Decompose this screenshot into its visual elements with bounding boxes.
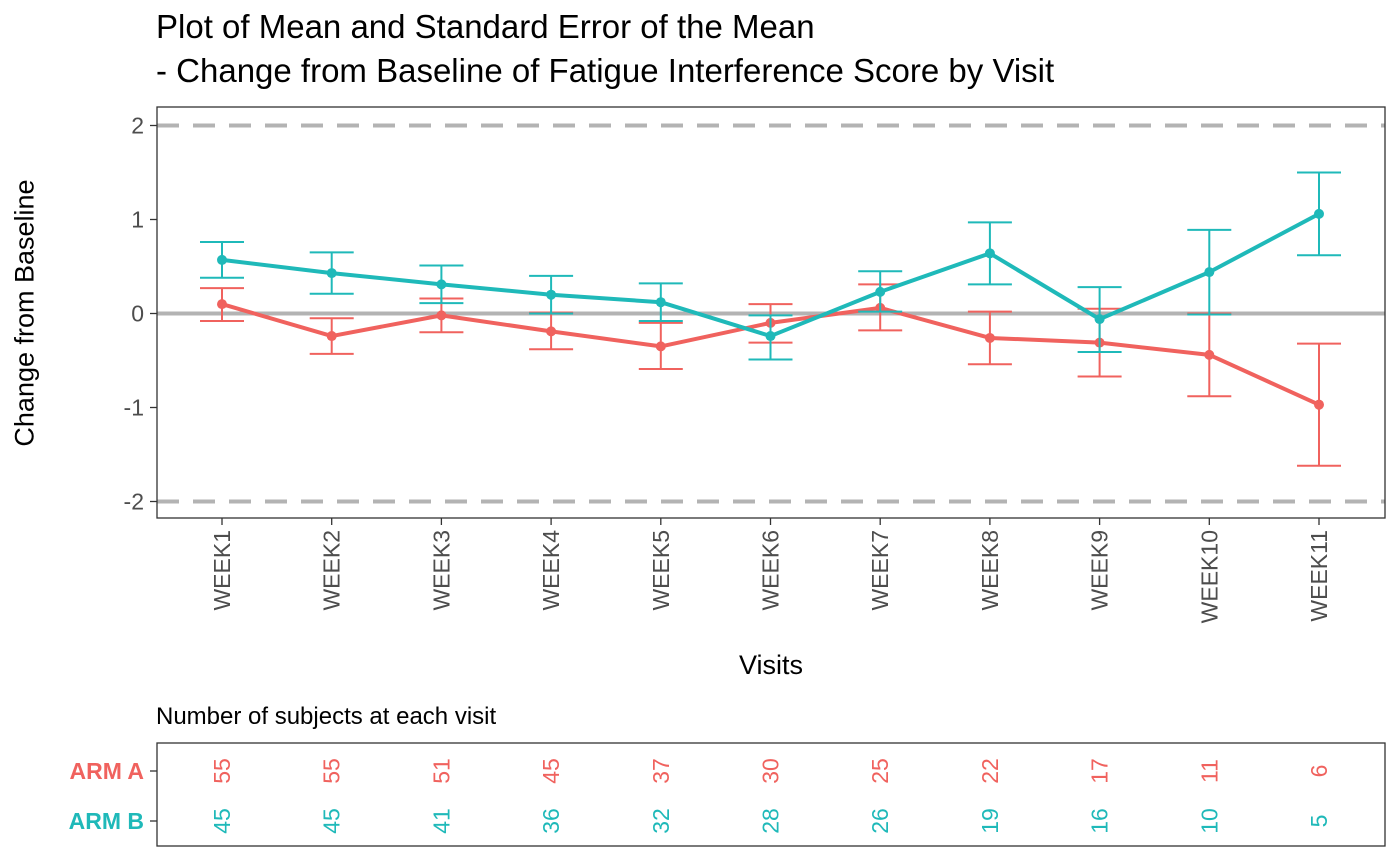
data-point [1314, 208, 1324, 219]
data-point [655, 297, 666, 308]
y-tick-label: 0 [131, 301, 144, 327]
risk-table-count: 16 [1087, 808, 1113, 834]
risk-table-count: 6 [1306, 765, 1332, 778]
x-tick-label: WEEK8 [977, 530, 1003, 611]
risk-table-count: 26 [867, 808, 893, 834]
data-point [326, 331, 337, 342]
chart-subtitle: - Change from Baseline of Fatigue Interf… [156, 52, 1055, 89]
x-tick-label: WEEK7 [867, 530, 893, 611]
risk-table-count: 55 [319, 758, 345, 784]
y-tick-label: 1 [131, 207, 144, 233]
y-tick-label: -1 [124, 395, 144, 421]
data-point [326, 268, 337, 279]
data-point [436, 279, 447, 290]
data-point [765, 331, 776, 342]
risk-table-count: 5 [1306, 815, 1332, 828]
data-point [546, 326, 557, 337]
x-tick-label: WEEK4 [538, 530, 564, 611]
data-point [1204, 349, 1215, 360]
risk-table-count: 25 [867, 758, 893, 784]
x-tick-label: WEEK2 [319, 530, 345, 611]
data-point [984, 332, 995, 343]
risk-table-count: 11 [1196, 759, 1222, 783]
data-point [436, 310, 447, 321]
risk-table-count: 22 [977, 758, 1003, 784]
risk-table-border [156, 742, 1386, 847]
risk-table-count: 45 [209, 808, 235, 834]
data-point [1314, 399, 1324, 410]
series-arm-b [200, 171, 1341, 361]
risk-table-count: 32 [648, 808, 674, 834]
risk-table-count: 10 [1196, 808, 1222, 834]
risk-table-row-label: ARM A [69, 758, 144, 784]
risk-table-count: 55 [209, 758, 235, 784]
x-tick-label: WEEK10 [1196, 530, 1222, 623]
risk-table-count: 37 [648, 758, 674, 784]
data-point [655, 341, 666, 352]
y-tick-label: 2 [131, 113, 144, 139]
data-point [217, 254, 227, 265]
x-tick-label: WEEK6 [758, 530, 784, 611]
x-tick-label: WEEK9 [1087, 530, 1113, 611]
risk-table-count: 19 [977, 808, 1003, 834]
chart-title: Plot of Mean and Standard Error of the M… [156, 8, 815, 45]
risk-table-count: 41 [428, 808, 454, 834]
x-axis-label: Visits [738, 650, 804, 680]
risk-table-count: 28 [758, 808, 784, 834]
x-tick-label: WEEK3 [428, 530, 454, 611]
risk-table-count: 36 [538, 808, 564, 834]
data-point [875, 286, 886, 297]
y-tick-label: -2 [124, 489, 144, 515]
risk-table-count: 51 [428, 758, 454, 784]
risk-table-count: 45 [538, 758, 564, 784]
risk-table-count: 17 [1087, 758, 1113, 784]
data-point [546, 289, 557, 300]
data-point [1204, 267, 1215, 278]
x-tick-label: WEEK5 [648, 530, 674, 611]
data-point [984, 248, 995, 259]
risk-table-title: Number of subjects at each visit [156, 703, 497, 730]
risk-table-count: 30 [758, 758, 784, 784]
x-tick-label: WEEK1 [209, 530, 235, 611]
risk-table-row-label: ARM B [69, 808, 144, 834]
x-tick-label: WEEK11 [1306, 530, 1332, 622]
data-point [217, 299, 227, 310]
data-point [1094, 314, 1105, 325]
risk-table-count: 45 [319, 808, 345, 834]
